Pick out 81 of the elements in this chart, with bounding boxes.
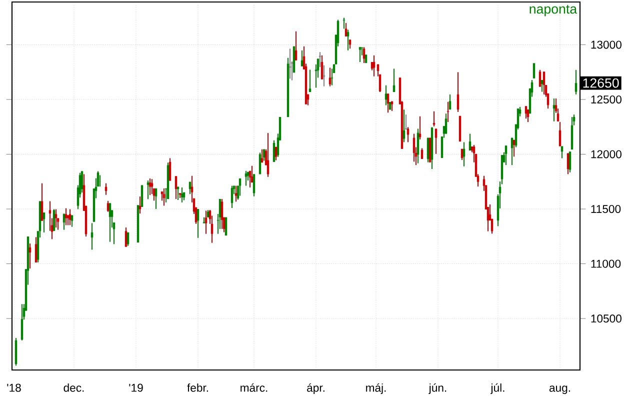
x-tick-label: '19 [129,384,143,392]
candlestick [440,136,444,158]
candlestick [14,338,18,366]
candlestick [238,178,242,196]
candlestick [412,133,416,162]
candlestick [538,69,542,88]
y-tick-label: 12000 [591,150,622,158]
candlestick [294,30,298,61]
candlestick [552,98,556,122]
x-tick-label: febr. [187,383,208,392]
candlestick [162,188,166,206]
candlestick [68,208,72,226]
x-tick-label: máj. [366,383,386,394]
x-tick-label: júl. [490,383,504,394]
x-tick-label: aug. [549,386,570,394]
candlestick [342,17,346,30]
candlestick [526,109,530,123]
candlestick [34,236,38,263]
y-tick-label: 10500 [591,314,622,323]
candlestick [328,67,332,87]
candlestick [266,132,270,178]
candlestick [154,188,158,210]
y-tick-label: 11000 [591,260,621,268]
candlestick [62,212,66,230]
candlestick [196,208,200,238]
x-tick-label: dec. [64,383,84,392]
candlestick [300,50,304,67]
candlestick [174,176,178,200]
y-tick-label: 13000 [591,40,622,49]
candlestick [568,151,572,173]
candlestick [308,69,312,93]
candlestick [532,62,536,79]
candlestick [252,174,256,197]
candlestick [572,114,576,126]
candlestick [444,113,448,134]
candlestick [468,133,472,152]
x-tick-label: '18 [7,384,21,392]
candlestick [108,202,112,242]
candlestick [434,128,438,154]
annotation: 12650 [583,78,619,88]
candlestick [378,74,382,93]
candlestick [524,106,528,120]
x-tick-label: ápr. [307,383,324,394]
candlestick [560,146,564,159]
candlestick [574,69,578,95]
candlestick [554,98,558,114]
candlestick [406,126,410,143]
y-tick-label: 11500 [591,204,621,214]
candlestick [80,170,84,194]
candlestick [70,214,74,228]
candlestick [146,180,150,200]
candlestick [512,139,516,158]
candlestick [456,72,460,112]
candlestick [504,145,508,166]
candlestick [416,128,420,164]
candlestick [236,185,240,200]
candlestick [384,84,388,106]
candlestick [40,182,44,222]
candlestick [274,146,278,161]
candlestick [330,68,334,86]
candlestick [140,184,144,208]
candlestick [320,54,324,80]
candlestick [566,152,570,175]
candlestick [90,222,94,250]
candlestick [148,178,152,196]
candlestick [28,242,32,269]
candlestick [402,109,406,143]
candlestick [106,200,110,212]
candlestick [272,140,276,162]
annotation: naponta [530,4,578,16]
candlestick [420,148,424,160]
candlestick [20,304,24,341]
candlestick [448,94,452,110]
candlestick [124,227,128,248]
x-tick-label: márc. [240,383,268,392]
x-tick-label: jún. [428,383,446,394]
candlestick [344,22,348,37]
y-tick-label: 12500 [591,95,622,104]
candlestick [220,198,224,230]
candlestick [258,152,262,175]
candlestick [150,178,154,195]
